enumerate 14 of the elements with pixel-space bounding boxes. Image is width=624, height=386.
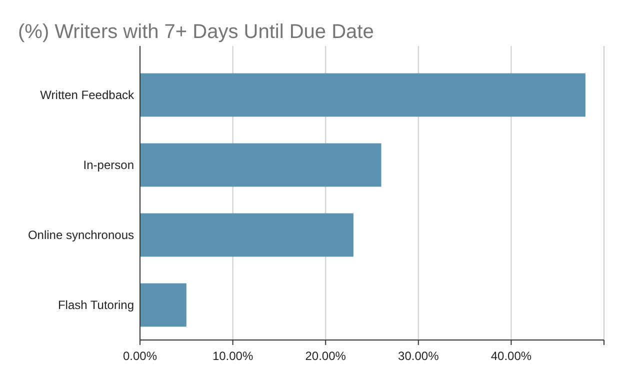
bar <box>140 283 186 327</box>
bar <box>140 143 382 187</box>
x-tick-label: 30.00% <box>398 349 440 363</box>
y-tick-label: Written Feedback <box>40 88 135 102</box>
bar <box>140 213 354 257</box>
chart-title: (%) Writers with 7+ Days Until Due Date <box>18 21 374 43</box>
x-tick-label: 10.00% <box>212 349 254 363</box>
y-tick-label: Online synchronous <box>28 228 134 242</box>
x-tick-label: 40.00% <box>490 349 532 363</box>
bar <box>140 73 586 117</box>
x-tick-label: 0.00% <box>122 349 158 363</box>
y-tick-label: In-person <box>83 158 134 172</box>
x-tick-label: 20.00% <box>305 349 346 363</box>
y-tick-label: Flash Tutoring <box>58 298 134 312</box>
